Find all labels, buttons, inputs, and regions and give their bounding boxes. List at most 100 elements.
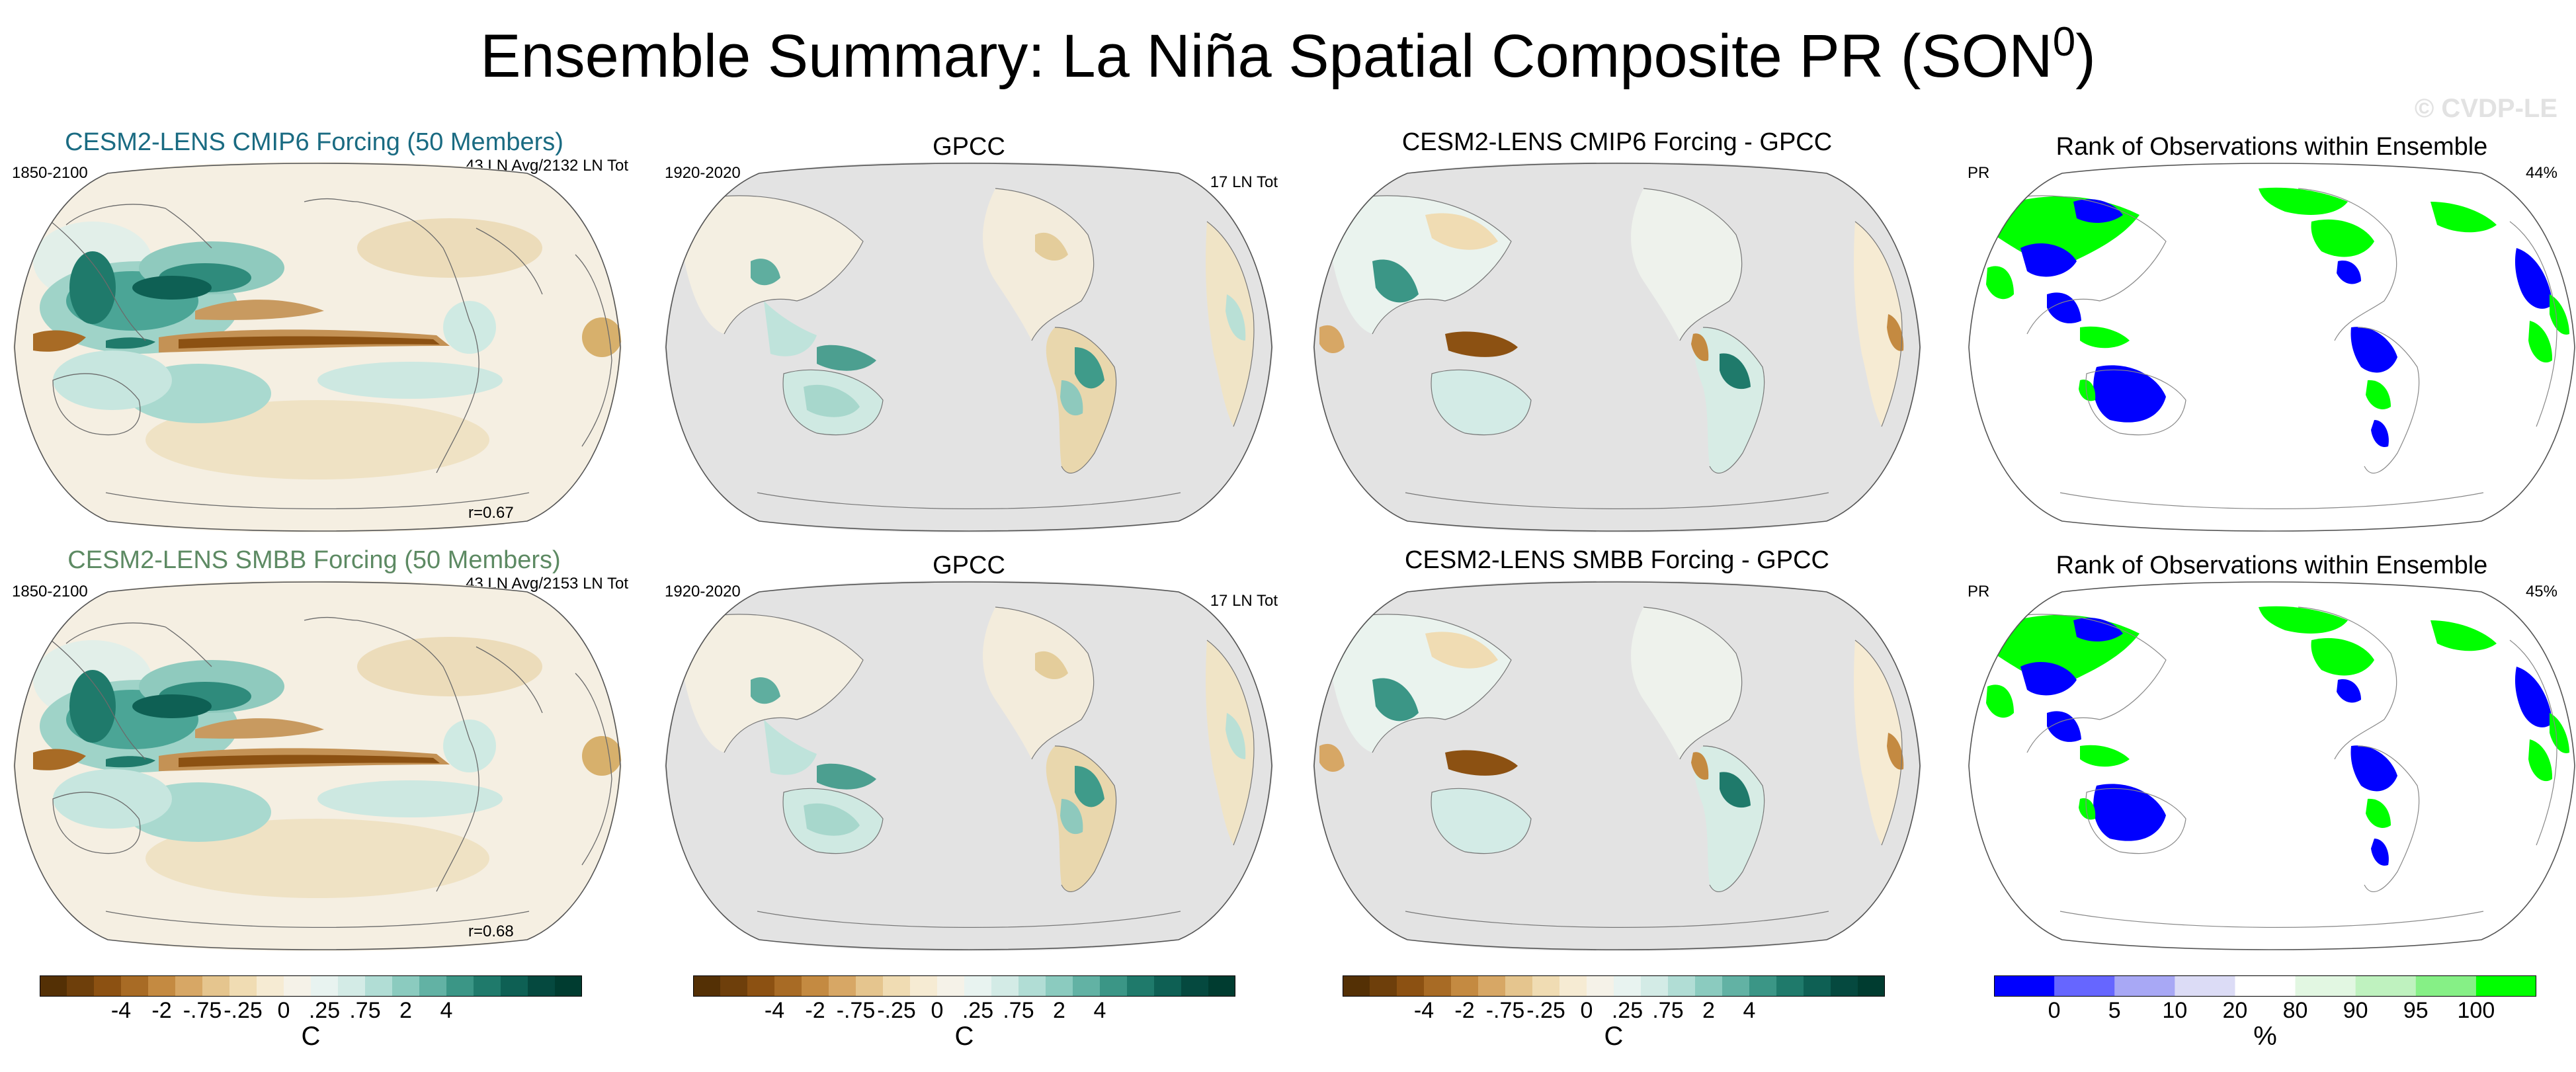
colorbar-rank: 0 5 10 20 80 90 95 100 [1994, 975, 2536, 1022]
colorbar-obs-swatch [1073, 975, 1101, 997]
map-obs-row2 [665, 581, 1273, 951]
period-label-obs-row2: 1920-2020 [665, 583, 741, 600]
colorbar-unit-diff: C [1604, 1022, 1624, 1051]
colorbar-model-swatch [67, 975, 95, 997]
colorbar-obs-swatch [747, 975, 775, 997]
colorbar-diff: -4 -2 -.75 -.25 0 .25 .75 2 4 [1343, 975, 1885, 1022]
colorbar-diff-swatch [1397, 975, 1425, 997]
colorbar-model-swatch [392, 975, 420, 997]
correlation-label-row2: r=0.68 [468, 923, 514, 940]
colorbar-rank-tick-label: 90 [2343, 998, 2368, 1022]
map-diff-row1 [1313, 162, 1921, 532]
colorbar-obs-tick-label: .75 [1003, 998, 1034, 1022]
colorbar-obs-swatch [937, 975, 965, 997]
colorbar-model-tick-label: 0 [278, 998, 290, 1022]
panel-title-model-row1: CESM2-LENS CMIP6 Forcing (50 Members) [65, 128, 563, 156]
map-model-row2 [13, 581, 622, 951]
colorbar-obs-swatch [910, 975, 938, 997]
colorbar-diff-tick-label: .75 [1652, 998, 1683, 1022]
colorbar-model-swatch [311, 975, 339, 997]
panel-title-diff-row1: CESM2-LENS CMIP6 Forcing - GPCC [1401, 128, 1833, 156]
map-obs-row1 [665, 162, 1273, 532]
colorbar-diff-tick-label: 4 [1743, 998, 1756, 1022]
colorbar-rank-swatch [2355, 975, 2417, 997]
panel-title-model-row2: CESM2-LENS SMBB Forcing (50 Members) [67, 546, 561, 574]
colorbar-obs-swatch [1018, 975, 1046, 997]
colorbar-model-swatch [202, 975, 230, 997]
colorbar-model-tick-label: -.25 [224, 998, 263, 1022]
colorbar-model: -4 -2 -.75 -.25 0 .25 .75 2 4 [40, 975, 582, 1022]
colorbar-model-swatch [121, 975, 149, 997]
colorbar-unit-model: C [301, 1022, 321, 1051]
watermark: © CVDP-LE [2414, 94, 2557, 123]
variable-label-rank-row1: PR [1968, 164, 1990, 182]
colorbar-model-swatch [474, 975, 501, 997]
figure-title: Ensemble Summary: La Niña Spatial Compos… [480, 19, 2096, 91]
colorbar-rank-tick-label: 0 [2048, 998, 2061, 1022]
colorbar-diff-swatch [1343, 975, 1370, 997]
colorbar-diff-tick-label: .25 [1612, 998, 1643, 1022]
colorbar-model-swatch [365, 975, 393, 997]
colorbar-diff-swatch [1831, 975, 1858, 997]
colorbar-diff-swatch [1614, 975, 1641, 997]
colorbar-model-tick-label: .25 [309, 998, 340, 1022]
colorbar-model-tick-label: -.75 [183, 998, 222, 1022]
colorbar-model-swatch [501, 975, 528, 997]
period-label-model-row2: 1850-2100 [12, 583, 88, 600]
colorbar-diff-tick-label: 0 [1581, 998, 1593, 1022]
panel-title-rank-row1: Rank of Observations within Ensemble [2056, 133, 2488, 161]
colorbar-obs-swatch [1127, 975, 1155, 997]
variable-label-rank-row2: PR [1968, 583, 1990, 600]
colorbar-obs-swatch [1100, 975, 1128, 997]
colorbar-diff-swatch [1532, 975, 1560, 997]
count-label-obs-row2: 17 LN Tot [1210, 592, 1278, 610]
colorbar-diff-swatch [1668, 975, 1696, 997]
colorbar-obs-tick-label: -.75 [837, 998, 876, 1022]
period-label-model-row1: 1850-2100 [12, 164, 88, 182]
colorbar-rank-swatch [2054, 975, 2115, 997]
colorbar-rank-swatch [2235, 975, 2296, 997]
colorbar-obs-swatch [802, 975, 829, 997]
colorbar-diff-tick-label: -.75 [1486, 998, 1525, 1022]
panel-title-obs-row2: GPCC [933, 552, 1005, 579]
colorbar-unit-obs: C [954, 1022, 974, 1051]
colorbar-model-tick-label: 2 [399, 998, 412, 1022]
colorbar-diff-swatch [1559, 975, 1587, 997]
colorbar-obs-swatch [1154, 975, 1182, 997]
colorbar-model-tick-label: -2 [151, 998, 171, 1022]
colorbar-diff-swatch [1424, 975, 1452, 997]
colorbar-rank-swatch [2175, 975, 2235, 997]
colorbar-rank-tick-label: 10 [2162, 998, 2187, 1022]
colorbar-diff-swatch [1804, 975, 1831, 997]
colorbar-model-swatch [446, 975, 474, 997]
colorbar-obs-tick-label: -2 [805, 998, 825, 1022]
percent-label-rank-row1: 44% [2525, 164, 2557, 182]
colorbar-obs-tick-label: .25 [962, 998, 993, 1022]
colorbar-model-swatch [94, 975, 122, 997]
colorbar-model-swatch [419, 975, 447, 997]
colorbar-model-swatch [284, 975, 312, 997]
colorbar-model-swatch [528, 975, 556, 997]
colorbar-diff-swatch [1505, 975, 1533, 997]
colorbar-model-tick-label: 4 [440, 998, 453, 1022]
colorbar-model-tick-label: .75 [349, 998, 380, 1022]
colorbar-rank-tick-label: 100 [2458, 998, 2495, 1022]
colorbar-rank-swatch [2114, 975, 2175, 997]
panel-title-diff-row2: CESM2-LENS SMBB Forcing - GPCC [1405, 546, 1829, 574]
colorbar-model-swatch [257, 975, 284, 997]
colorbar-obs-swatch [964, 975, 992, 997]
correlation-label-row1: r=0.67 [468, 504, 514, 522]
colorbar-diff-tick-label: -2 [1454, 998, 1474, 1022]
map-rank-row1 [1968, 162, 2576, 532]
colorbar-obs: -4 -2 -.75 -.25 0 .25 .75 2 4 [693, 975, 1235, 1022]
colorbar-obs-border [693, 975, 1235, 997]
colorbar-obs-swatch [693, 975, 721, 997]
colorbar-obs-tick-label: -.25 [877, 998, 916, 1022]
colorbar-diff-swatch [1749, 975, 1777, 997]
colorbar-diff-tick-label: 2 [1702, 998, 1715, 1022]
colorbar-model-swatch [148, 975, 176, 997]
colorbar-obs-swatch [856, 975, 884, 997]
colorbar-obs-swatch [1181, 975, 1209, 997]
colorbar-diff-swatch [1858, 975, 1885, 997]
colorbar-model-border [40, 975, 582, 997]
